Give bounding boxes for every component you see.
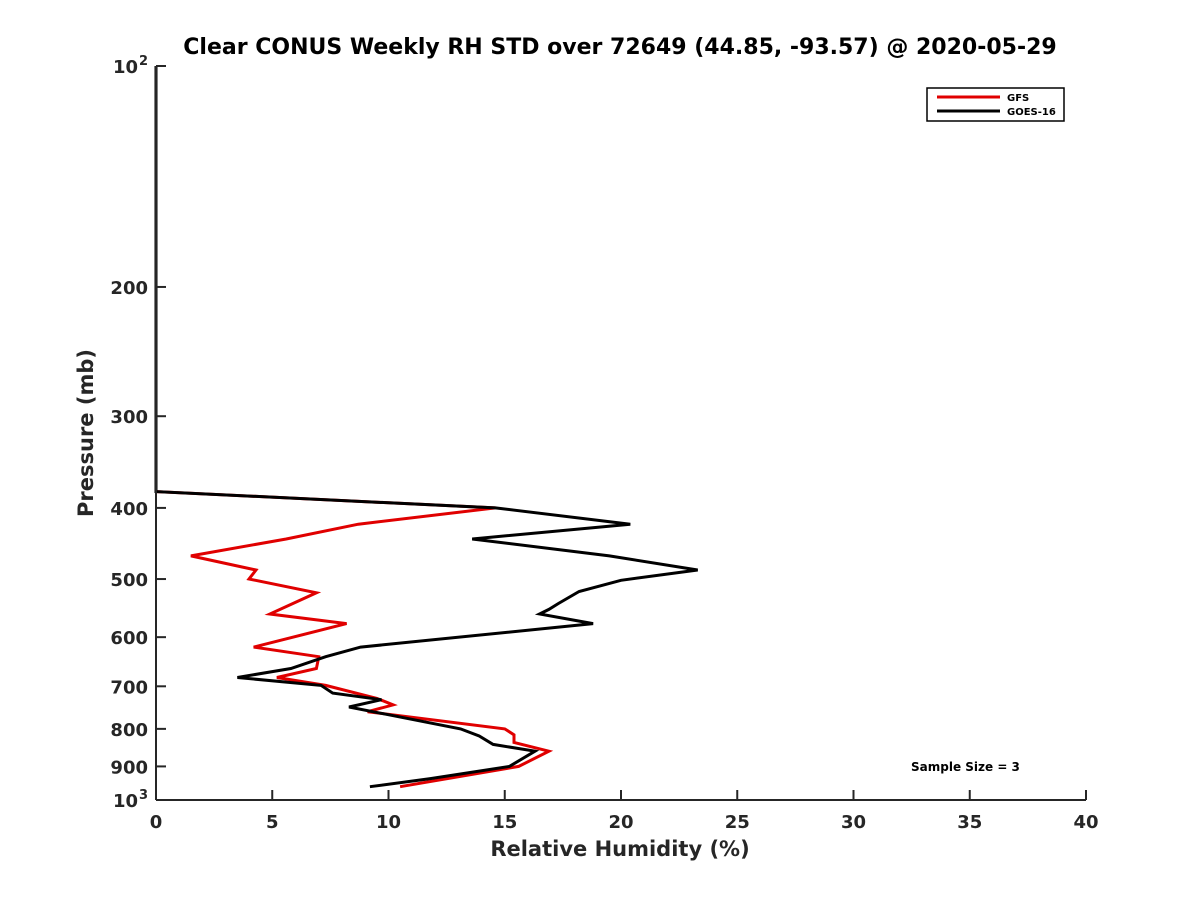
legend-box <box>926 87 1065 122</box>
y-tick-label: 300 <box>110 407 148 428</box>
series-line-gfs <box>154 66 554 789</box>
sample-size-annotation: Sample Size = 3 <box>911 760 1020 774</box>
x-tick-label: 40 <box>1073 812 1098 833</box>
series-line-goes16 <box>154 66 698 789</box>
y-tick-label: 700 <box>110 677 148 698</box>
y-tick-exponent: 3 <box>139 788 148 803</box>
x-tick-label: 20 <box>608 812 633 833</box>
y-tick-label: 400 <box>110 499 148 520</box>
y-tick-exponent: 2 <box>139 54 148 69</box>
chart-title: Clear CONUS Weekly RH STD over 72649 (44… <box>183 35 1056 60</box>
y-tick-label: 800 <box>110 720 148 741</box>
x-tick-label: 35 <box>957 812 982 833</box>
y-tick-label: 10 <box>113 791 138 812</box>
y-tick-label: 500 <box>110 570 148 591</box>
x-tick-label: 10 <box>376 812 401 833</box>
x-axis-label: Relative Humidity (%) <box>490 837 749 861</box>
x-tick-label: 25 <box>725 812 750 833</box>
y-axis-label: Pressure (mb) <box>74 349 98 517</box>
legend-label-gfs: GFS <box>1007 93 1029 104</box>
legend: GFS GOES-16 <box>926 87 1065 122</box>
x-tick-label: 30 <box>841 812 866 833</box>
y-tick-label: 900 <box>110 757 148 778</box>
y-tick-label: 600 <box>110 628 148 649</box>
plot-lines <box>154 66 698 789</box>
legend-label-goes16: GOES-16 <box>1007 107 1056 118</box>
y-tick-label: 10 <box>113 57 138 78</box>
x-tick-label: 15 <box>492 812 517 833</box>
x-ticks: 0 5 10 15 20 25 30 35 40 <box>150 790 1099 833</box>
y-tick-label: 200 <box>110 278 148 299</box>
x-tick-label: 0 <box>150 812 163 833</box>
x-tick-label: 5 <box>266 812 279 833</box>
